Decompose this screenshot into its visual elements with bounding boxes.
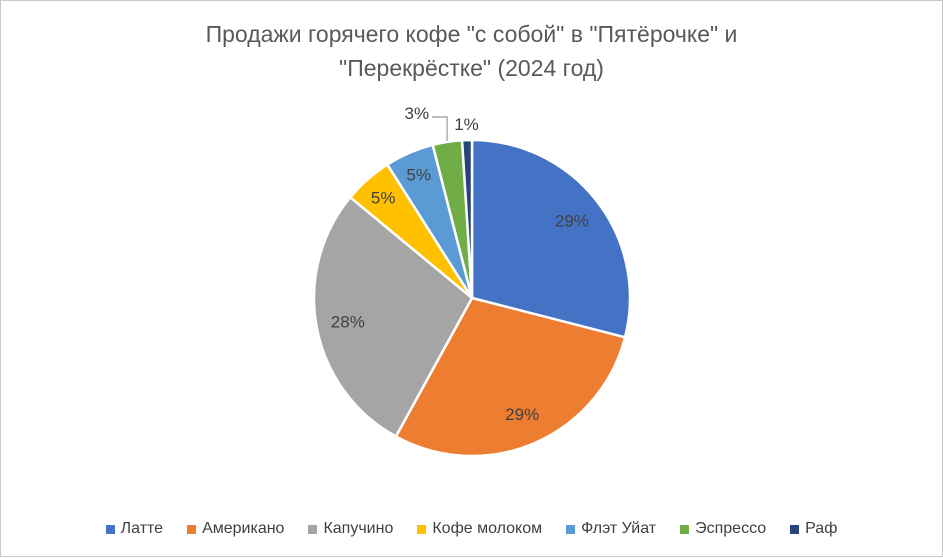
legend-label: Флэт Уйат — [581, 520, 657, 537]
legend: Латте Американо Капучино Кофе молоком Флэт У… — [1, 520, 942, 538]
legend-item-4: Флэт Уйат — [566, 520, 656, 538]
legend-label: Кофе молоком — [432, 520, 543, 537]
pie-slice-1 — [394, 296, 627, 458]
legend-label: Американо — [202, 520, 285, 537]
chart-title: Продажи горячего кофе "с собой" в "Пятёр… — [1, 17, 942, 85]
legend-label: Капучино — [323, 520, 394, 537]
legend-label: Эспрессо — [695, 520, 767, 537]
legend-marker-icon — [417, 524, 427, 534]
legend-marker-icon — [308, 524, 318, 534]
pie-data-label-4: 5% — [406, 166, 431, 185]
pie-data-label-1: 29% — [505, 405, 539, 424]
chart-title-line-1: Продажи горячего кофе "с собой" в "Пятёр… — [205, 21, 738, 47]
legend-label: Латте — [120, 520, 164, 537]
legend-marker-icon — [790, 524, 800, 534]
legend-item-5: Эспрессо — [680, 520, 766, 538]
legend-marker-icon — [187, 524, 197, 534]
pie-data-label-6: 1% — [454, 115, 479, 134]
legend-marker-icon — [566, 524, 576, 534]
legend-item-2: Капучино — [308, 520, 393, 538]
pie-slice-6 — [460, 138, 474, 300]
pie-data-label-3: 5% — [371, 188, 396, 207]
legend-item-3: Кофе молоком — [417, 520, 542, 538]
legend-marker-icon — [680, 524, 690, 534]
pie-data-label-0: 29% — [555, 212, 589, 231]
legend-marker-icon — [105, 524, 115, 534]
pie-data-label-5: 3% — [405, 104, 430, 123]
legend-item-0: Латте — [105, 520, 164, 538]
pie-slice-0 — [470, 138, 632, 339]
pie-slice-2 — [312, 196, 474, 438]
label-leader-line — [432, 116, 448, 141]
chart-title-line-2: "Перекрёстке" (2024 год) — [339, 55, 604, 81]
legend-item-1: Американо — [187, 520, 284, 538]
legend-label: Раф — [805, 520, 838, 537]
pie-data-label-2: 28% — [331, 313, 365, 332]
legend-item-6: Раф — [790, 520, 837, 538]
